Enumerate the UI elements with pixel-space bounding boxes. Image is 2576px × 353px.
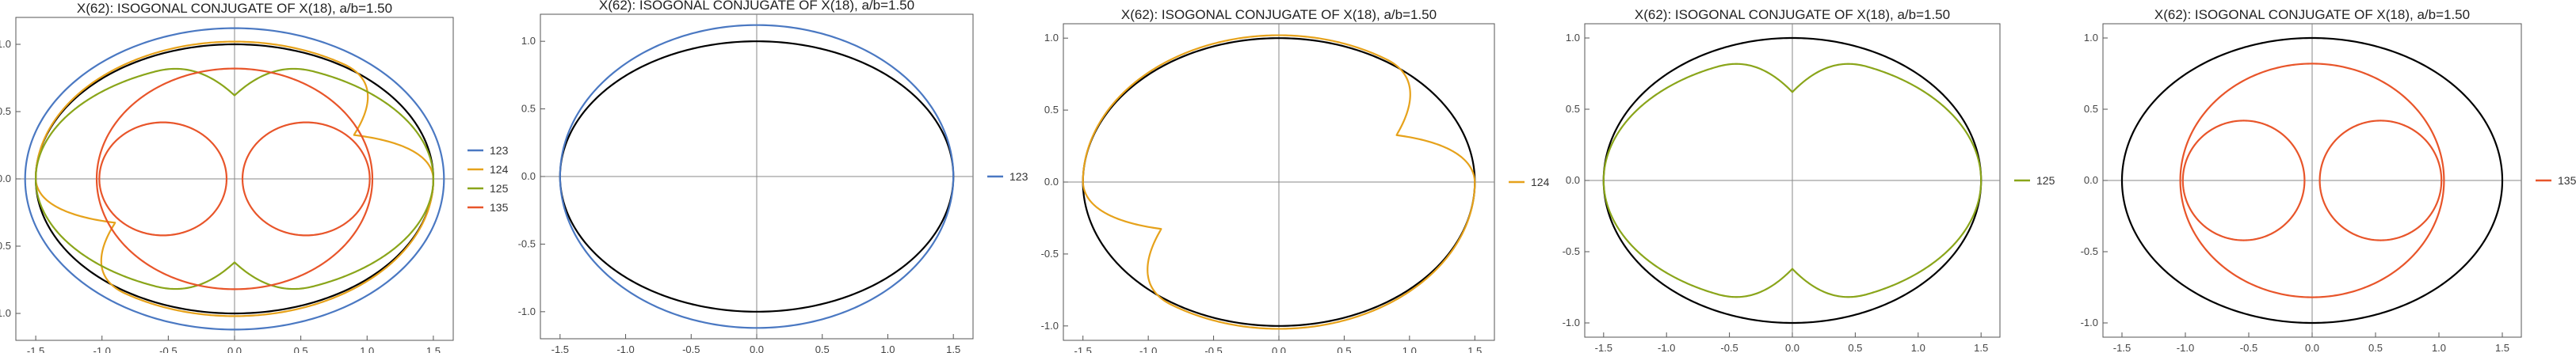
y-tick-label: -1.0 xyxy=(1041,320,1059,332)
series-curve-135-part-1 xyxy=(2179,63,2445,298)
x-tick-label: 0.5 xyxy=(294,345,308,353)
series-curve-123 xyxy=(559,24,955,329)
x-tick-label: 0.5 xyxy=(815,344,830,353)
x-tick-label: 1.5 xyxy=(946,344,960,353)
y-tick-label: -0.5 xyxy=(1563,245,1580,257)
reference-ellipse xyxy=(2120,36,2504,325)
x-tick-label: -1.5 xyxy=(551,344,569,353)
x-tick-label: -0.5 xyxy=(159,345,177,353)
x-tick-label: -1.0 xyxy=(1139,345,1157,353)
x-tick-label: -1.5 xyxy=(1595,342,1612,353)
y-tick-label: 0.0 xyxy=(0,173,11,184)
chart-title: X(62): ISOGONAL CONJUGATE OF X(18), a/b=… xyxy=(1635,7,1950,22)
y-tick-label: 0.5 xyxy=(2084,103,2098,115)
x-tick-label: 1.0 xyxy=(880,344,895,353)
series-curve-135-part-2 xyxy=(2318,120,2443,241)
x-tick-label: -0.5 xyxy=(1720,342,1738,353)
chart-title: X(62): ISOGONAL CONJUGATE OF X(18), a/b=… xyxy=(1121,7,1437,22)
x-tick-label: -1.0 xyxy=(1658,342,1675,353)
y-tick-label: 0.0 xyxy=(1566,174,1580,186)
x-tick-label: 0.0 xyxy=(1785,342,1799,353)
y-tick-label: -1.0 xyxy=(0,307,11,319)
x-tick-label: -1.5 xyxy=(2113,342,2131,353)
x-tick-label: 1.0 xyxy=(2432,342,2446,353)
y-tick-label: 0.0 xyxy=(2084,174,2098,186)
x-tick-label: 1.0 xyxy=(1402,345,1417,353)
legend-label-135: 135 xyxy=(490,201,509,214)
x-tick-label: 0.0 xyxy=(227,345,242,353)
x-tick-label: 1.5 xyxy=(1467,345,1482,353)
legend-label-125: 125 xyxy=(2036,174,2055,187)
y-tick-label: -0.5 xyxy=(0,240,11,252)
x-tick-label: 1.5 xyxy=(1974,342,1988,353)
y-tick-label: 0.5 xyxy=(521,103,536,115)
y-tick-label: 1.0 xyxy=(0,38,11,50)
x-tick-label: -1.5 xyxy=(1074,345,1092,353)
legend-label-124: 124 xyxy=(490,163,509,176)
y-tick-label: -0.5 xyxy=(1041,248,1059,260)
series-curve-125 xyxy=(1602,63,1983,298)
chart-panel-3: -1.5 -1.0 -0.5 0.0 0.5 1.0 1.5 -1.0 -0.5 0.0 0.5 1.… xyxy=(1041,7,1550,353)
y-tick-label: 0.0 xyxy=(521,170,536,182)
chart-title: X(62): ISOGONAL CONJUGATE OF X(18), a/b=… xyxy=(2154,7,2470,22)
x-tick-label: -1.0 xyxy=(2177,342,2194,353)
y-tick-label: 0.0 xyxy=(1044,176,1059,188)
legend-label-135: 135 xyxy=(2558,174,2576,187)
series-curve-123 xyxy=(24,27,445,331)
x-tick-label: -0.5 xyxy=(1204,345,1222,353)
y-tick-label: 1.0 xyxy=(1566,32,1580,44)
x-tick-label: 0.0 xyxy=(1272,345,1286,353)
x-tick-label: -0.5 xyxy=(682,344,700,353)
x-tick-label: 1.5 xyxy=(426,345,441,353)
series-curve-135-part-2 xyxy=(241,121,371,237)
series-curve-124 xyxy=(1082,34,1476,330)
x-tick-label: 0.5 xyxy=(1337,345,1351,353)
y-tick-label: -1.0 xyxy=(518,306,536,317)
y-tick-label: 1.0 xyxy=(2084,32,2098,44)
series-curve-135-part-1 xyxy=(95,67,374,290)
chart-panel-4: -1.5 -1.0 -0.5 0.0 0.5 1.0 1.5 -1.0 -0.5 0.0 0.5 1.… xyxy=(1563,7,2055,353)
y-tick-label: 0.5 xyxy=(1044,104,1059,116)
x-tick-label: 0.5 xyxy=(1848,342,1862,353)
x-tick-label: 1.5 xyxy=(2495,342,2509,353)
legend-label-123: 123 xyxy=(490,144,509,157)
x-tick-label: 1.0 xyxy=(360,345,374,353)
series-curve-125 xyxy=(34,67,435,290)
chart-panel-1: -1.5 -1.0 -0.5 0.0 0.5 1.0 1.5 -1.0 -0.5 0.0 0.5 1.… xyxy=(0,1,509,353)
y-tick-label: 0.5 xyxy=(1566,103,1580,115)
x-tick-label: 0.0 xyxy=(750,344,764,353)
x-tick-label: 0.0 xyxy=(2305,342,2319,353)
y-tick-label: 1.0 xyxy=(521,35,536,47)
legend-label-124: 124 xyxy=(1531,176,1550,188)
x-tick-label: 0.5 xyxy=(2368,342,2383,353)
chart-panel-5: -1.5 -1.0 -0.5 0.0 0.5 1.0 1.5 -1.0 -0.5 0.0 0.5 1.… xyxy=(2081,7,2576,353)
y-tick-label: -0.5 xyxy=(2081,245,2098,257)
legend-label-123: 123 xyxy=(1009,170,1028,183)
series-curve-135-part-3 xyxy=(2181,120,2306,241)
chart-panel-2: -1.5 -1.0 -0.5 0.0 0.5 1.0 1.5 -1.0 -0.5 0.0 0.5 1.… xyxy=(518,0,1028,353)
y-tick-label: -1.0 xyxy=(2081,317,2098,328)
legend-label-125: 125 xyxy=(490,182,509,195)
x-tick-label: -1.0 xyxy=(616,344,634,353)
x-tick-label: -1.5 xyxy=(27,345,44,353)
x-tick-label: 1.0 xyxy=(1911,342,1925,353)
y-tick-label: 1.0 xyxy=(1044,32,1059,44)
series-curve-135-part-3 xyxy=(98,121,228,237)
y-tick-label: -1.0 xyxy=(1563,317,1580,328)
x-tick-label: -0.5 xyxy=(2240,342,2257,353)
x-tick-label: -1.0 xyxy=(93,345,111,353)
y-tick-label: -0.5 xyxy=(518,237,536,249)
y-tick-label: 0.5 xyxy=(0,105,11,117)
chart-title: X(62): ISOGONAL CONJUGATE OF X(18), a/b=… xyxy=(77,1,392,16)
chart-title: X(62): ISOGONAL CONJUGATE OF X(18), a/b=… xyxy=(599,0,914,13)
